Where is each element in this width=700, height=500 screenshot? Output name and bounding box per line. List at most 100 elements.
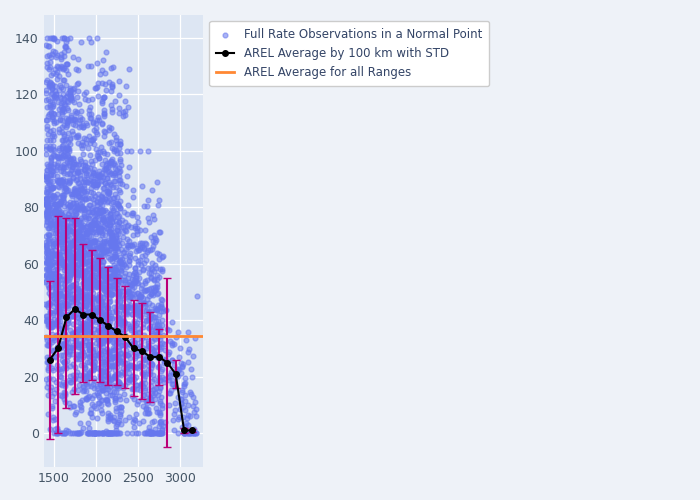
Full Rate Observations in a Normal Point xyxy=(79,162,90,170)
Full Rate Observations in a Normal Point xyxy=(59,331,70,339)
Full Rate Observations in a Normal Point xyxy=(48,250,60,258)
Full Rate Observations in a Normal Point xyxy=(85,404,97,412)
Full Rate Observations in a Normal Point xyxy=(52,216,63,224)
Full Rate Observations in a Normal Point xyxy=(58,132,69,140)
Full Rate Observations in a Normal Point xyxy=(77,258,88,266)
Full Rate Observations in a Normal Point xyxy=(79,298,90,306)
Full Rate Observations in a Normal Point xyxy=(59,76,70,84)
Full Rate Observations in a Normal Point xyxy=(65,242,76,250)
Full Rate Observations in a Normal Point xyxy=(41,190,52,198)
Full Rate Observations in a Normal Point xyxy=(83,194,94,202)
Full Rate Observations in a Normal Point xyxy=(63,226,74,234)
Full Rate Observations in a Normal Point xyxy=(113,290,124,298)
Full Rate Observations in a Normal Point xyxy=(71,328,83,336)
Full Rate Observations in a Normal Point xyxy=(48,302,59,310)
Full Rate Observations in a Normal Point xyxy=(104,214,116,222)
Full Rate Observations in a Normal Point xyxy=(131,319,142,327)
Full Rate Observations in a Normal Point xyxy=(126,375,137,383)
Full Rate Observations in a Normal Point xyxy=(48,315,60,323)
Full Rate Observations in a Normal Point xyxy=(111,140,122,148)
Full Rate Observations in a Normal Point xyxy=(97,148,108,156)
Full Rate Observations in a Normal Point xyxy=(117,258,128,266)
Full Rate Observations in a Normal Point xyxy=(102,396,113,404)
Full Rate Observations in a Normal Point xyxy=(111,276,122,284)
Full Rate Observations in a Normal Point xyxy=(64,201,75,209)
Full Rate Observations in a Normal Point xyxy=(57,258,68,266)
Full Rate Observations in a Normal Point xyxy=(163,376,174,384)
Full Rate Observations in a Normal Point xyxy=(151,330,162,338)
Full Rate Observations in a Normal Point xyxy=(40,300,51,308)
Full Rate Observations in a Normal Point xyxy=(53,311,64,319)
Full Rate Observations in a Normal Point xyxy=(44,190,55,198)
Full Rate Observations in a Normal Point xyxy=(106,273,118,281)
Full Rate Observations in a Normal Point xyxy=(97,266,108,274)
Full Rate Observations in a Normal Point xyxy=(97,258,108,266)
Full Rate Observations in a Normal Point xyxy=(73,236,84,244)
Full Rate Observations in a Normal Point xyxy=(115,140,126,147)
Full Rate Observations in a Normal Point xyxy=(48,160,60,168)
Full Rate Observations in a Normal Point xyxy=(108,354,119,362)
Full Rate Observations in a Normal Point xyxy=(111,239,122,247)
Full Rate Observations in a Normal Point xyxy=(55,93,66,101)
Full Rate Observations in a Normal Point xyxy=(42,208,53,216)
Full Rate Observations in a Normal Point xyxy=(68,259,79,267)
Full Rate Observations in a Normal Point xyxy=(46,324,57,332)
Full Rate Observations in a Normal Point xyxy=(116,329,127,337)
Full Rate Observations in a Normal Point xyxy=(83,308,94,316)
Full Rate Observations in a Normal Point xyxy=(71,280,82,288)
Full Rate Observations in a Normal Point xyxy=(70,298,81,306)
Full Rate Observations in a Normal Point xyxy=(115,266,126,274)
Full Rate Observations in a Normal Point xyxy=(68,190,79,198)
Full Rate Observations in a Normal Point xyxy=(83,202,94,209)
Full Rate Observations in a Normal Point xyxy=(65,86,76,94)
Full Rate Observations in a Normal Point xyxy=(85,164,96,172)
Full Rate Observations in a Normal Point xyxy=(162,358,173,366)
Full Rate Observations in a Normal Point xyxy=(127,231,139,239)
Full Rate Observations in a Normal Point xyxy=(140,256,151,264)
Full Rate Observations in a Normal Point xyxy=(73,352,84,360)
Full Rate Observations in a Normal Point xyxy=(79,340,90,348)
Full Rate Observations in a Normal Point xyxy=(46,184,57,192)
Full Rate Observations in a Normal Point xyxy=(85,103,96,111)
Full Rate Observations in a Normal Point xyxy=(99,132,110,140)
Full Rate Observations in a Normal Point xyxy=(48,94,60,102)
Full Rate Observations in a Normal Point xyxy=(166,376,177,384)
Full Rate Observations in a Normal Point xyxy=(90,308,101,316)
Full Rate Observations in a Normal Point xyxy=(74,230,85,238)
Full Rate Observations in a Normal Point xyxy=(58,328,69,336)
Full Rate Observations in a Normal Point xyxy=(156,252,167,260)
Full Rate Observations in a Normal Point xyxy=(92,244,103,252)
Full Rate Observations in a Normal Point xyxy=(62,158,73,166)
Full Rate Observations in a Normal Point xyxy=(112,230,123,238)
Full Rate Observations in a Normal Point xyxy=(93,296,104,304)
Full Rate Observations in a Normal Point xyxy=(89,308,100,316)
Full Rate Observations in a Normal Point xyxy=(60,348,71,356)
Full Rate Observations in a Normal Point xyxy=(52,427,63,435)
Full Rate Observations in a Normal Point xyxy=(104,429,115,437)
Full Rate Observations in a Normal Point xyxy=(115,287,126,295)
Full Rate Observations in a Normal Point xyxy=(55,193,66,201)
Full Rate Observations in a Normal Point xyxy=(74,382,85,390)
Full Rate Observations in a Normal Point xyxy=(62,187,73,195)
Full Rate Observations in a Normal Point xyxy=(64,202,76,209)
Full Rate Observations in a Normal Point xyxy=(136,343,148,351)
Full Rate Observations in a Normal Point xyxy=(90,242,101,250)
Full Rate Observations in a Normal Point xyxy=(83,340,94,347)
Full Rate Observations in a Normal Point xyxy=(41,200,52,207)
Full Rate Observations in a Normal Point xyxy=(88,308,99,316)
Full Rate Observations in a Normal Point xyxy=(114,176,125,184)
Full Rate Observations in a Normal Point xyxy=(148,348,159,356)
Full Rate Observations in a Normal Point xyxy=(76,122,87,130)
Full Rate Observations in a Normal Point xyxy=(120,107,131,115)
Full Rate Observations in a Normal Point xyxy=(76,184,87,192)
Full Rate Observations in a Normal Point xyxy=(75,188,86,196)
Full Rate Observations in a Normal Point xyxy=(114,204,125,212)
Full Rate Observations in a Normal Point xyxy=(42,208,53,216)
Full Rate Observations in a Normal Point xyxy=(97,312,108,320)
Full Rate Observations in a Normal Point xyxy=(88,220,99,228)
Full Rate Observations in a Normal Point xyxy=(100,86,111,94)
Full Rate Observations in a Normal Point xyxy=(50,240,61,248)
Full Rate Observations in a Normal Point xyxy=(141,306,152,314)
Full Rate Observations in a Normal Point xyxy=(173,353,184,361)
Full Rate Observations in a Normal Point xyxy=(66,286,78,294)
